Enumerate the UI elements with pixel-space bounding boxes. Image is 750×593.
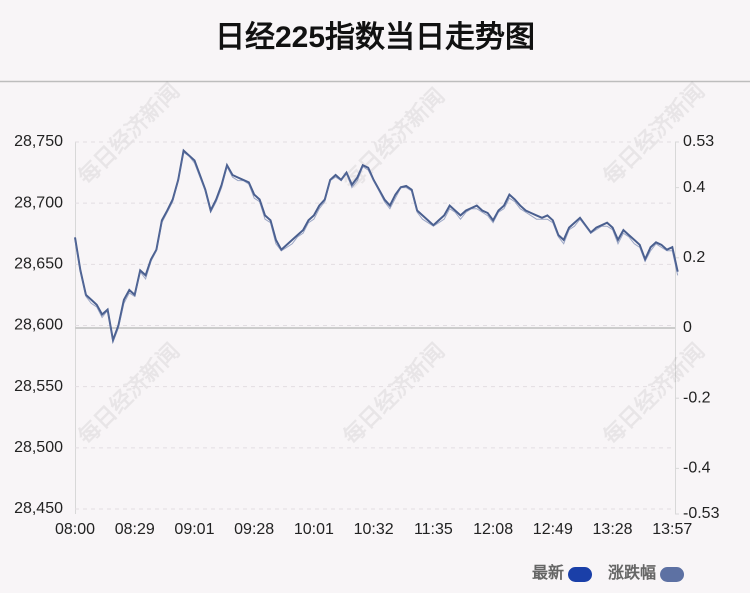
- legend-swatch: [568, 567, 593, 582]
- x-tick-label: 08:29: [115, 521, 155, 538]
- y-tick-label: 28,550: [14, 378, 63, 395]
- x-tick-label: 10:01: [294, 521, 334, 538]
- y-tick-label: 28,750: [14, 133, 63, 150]
- x-tick-label: 09:01: [174, 521, 214, 538]
- legend-label: 涨跌幅: [608, 563, 656, 582]
- y2-tick-label: 0: [683, 319, 692, 336]
- x-tick-label: 13:57: [652, 521, 692, 538]
- y-tick-label: 28,700: [14, 194, 63, 211]
- y2-tick-label: -0.53: [683, 505, 720, 522]
- x-tick-label: 12:08: [473, 521, 513, 538]
- y-tick-label: 28,500: [14, 439, 63, 456]
- x-tick-label: 11:35: [414, 521, 453, 538]
- y2-tick-label: 0.53: [683, 133, 714, 150]
- legend-label: 最新: [532, 563, 564, 582]
- chart-title: 日经225指数当日走势图: [215, 20, 535, 54]
- y2-tick-label: -0.2: [683, 389, 711, 406]
- x-tick-label: 12:49: [533, 521, 573, 538]
- y-tick-label: 28,600: [14, 317, 63, 334]
- y-tick-label: 28,650: [14, 256, 63, 273]
- y2-tick-label: -0.4: [683, 460, 711, 477]
- x-tick-label: 08:00: [55, 521, 95, 538]
- x-tick-label: 09:28: [234, 521, 274, 538]
- y-tick-label: 28,450: [14, 500, 63, 517]
- y2-tick-label: 0.4: [683, 179, 705, 196]
- series-line: [74, 151, 679, 344]
- x-tick-label: 10:32: [354, 521, 394, 538]
- y2-tick-label: 0.2: [683, 249, 705, 266]
- legend-swatch: [660, 567, 685, 582]
- x-tick-label: 13:28: [593, 521, 633, 538]
